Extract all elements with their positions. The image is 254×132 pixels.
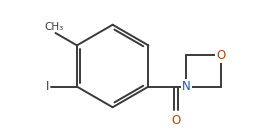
Text: CH₃: CH₃ — [44, 22, 63, 32]
Text: N: N — [181, 80, 190, 93]
Text: O: O — [215, 49, 225, 62]
Text: I: I — [45, 80, 49, 93]
Text: O: O — [171, 114, 180, 127]
